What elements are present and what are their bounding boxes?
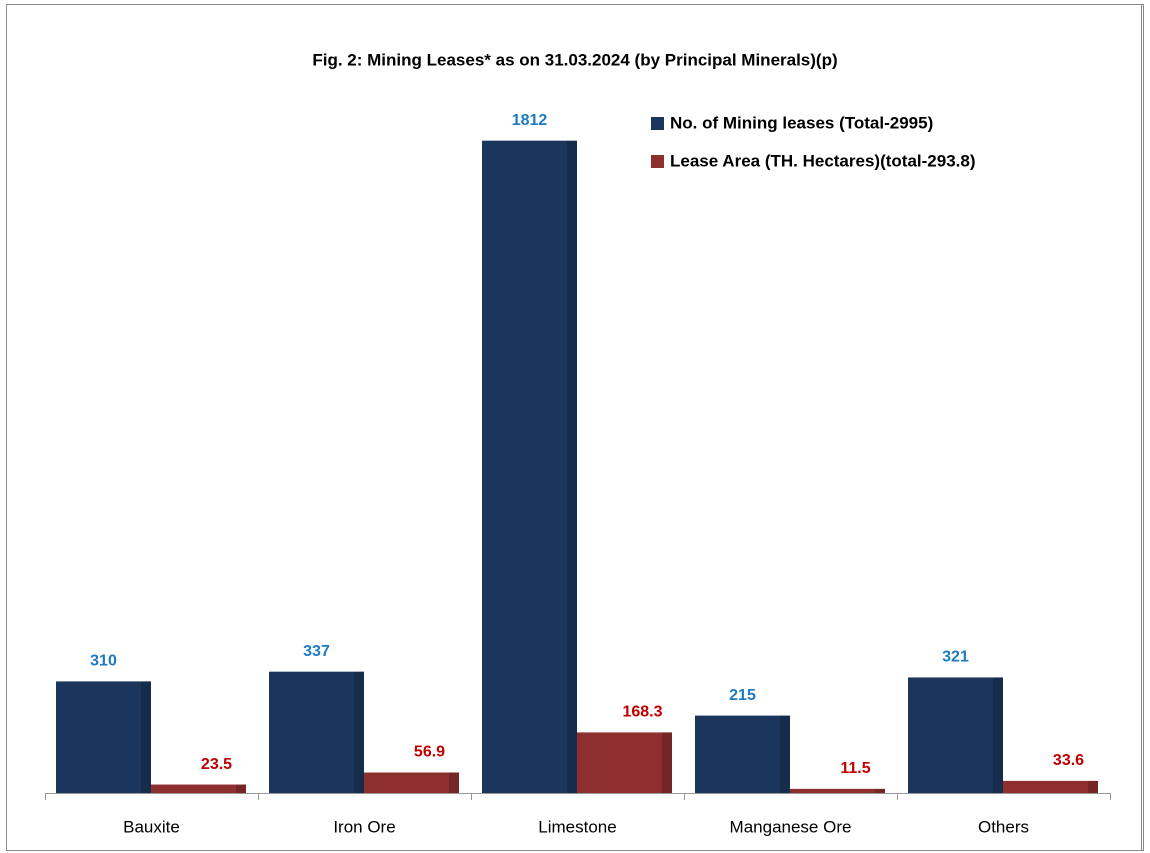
bar-shade: [1088, 780, 1098, 793]
bar: [364, 772, 459, 793]
data-label: 33.6: [1053, 752, 1084, 769]
bar-shade: [567, 140, 577, 793]
legend-label: Lease Area (TH. Hectares)(total-293.8): [670, 151, 976, 170]
chart-title: Fig. 2: Mining Leases* as on 31.03.2024 …: [312, 50, 837, 69]
x-tick-label: Iron Ore: [333, 817, 395, 836]
frame: [6, 4, 1144, 851]
x-tick-label: Others: [978, 817, 1029, 836]
data-label: 56.9: [414, 744, 445, 761]
bar-shade: [354, 671, 364, 793]
data-label: 337: [303, 643, 330, 660]
data-label: 11.5: [840, 760, 870, 777]
bar: [482, 140, 577, 793]
data-label: 1812: [512, 112, 548, 129]
data-label: 168.3: [622, 704, 662, 721]
bar: [56, 681, 151, 793]
bar-shade: [993, 677, 1003, 793]
bar-shade: [141, 681, 151, 793]
bar-shade: [662, 732, 672, 793]
bar: [1003, 780, 1098, 793]
bar: [790, 788, 885, 793]
x-tick-label: Bauxite: [123, 817, 180, 836]
bar-shade: [449, 772, 459, 793]
data-label: 321: [942, 649, 969, 666]
data-label: 310: [90, 653, 117, 670]
legend-label: No. of Mining leases (Total-2995): [670, 113, 933, 132]
bar: [695, 715, 790, 793]
bar: [269, 671, 364, 793]
legend-swatch: [651, 117, 664, 130]
data-label: 23.5: [201, 756, 232, 773]
x-tick-label: Manganese Ore: [730, 817, 852, 836]
bar: [577, 732, 672, 793]
data-label: 215: [729, 687, 756, 704]
bar: [908, 677, 1003, 793]
bar-shade: [236, 784, 246, 793]
bar: [151, 784, 246, 793]
x-tick-label: Limestone: [538, 817, 616, 836]
legend-swatch: [651, 155, 664, 168]
bar-shade: [780, 715, 790, 793]
bar-shade: [875, 788, 885, 793]
